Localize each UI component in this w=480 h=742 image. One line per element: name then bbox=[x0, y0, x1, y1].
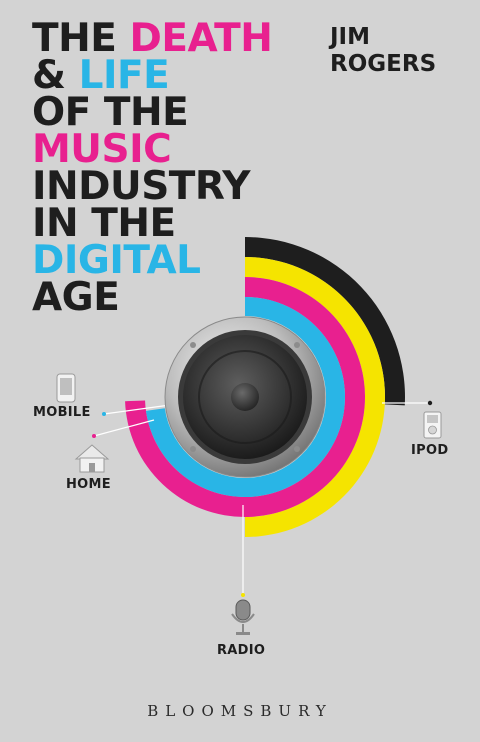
mobile-connector bbox=[103, 404, 171, 415]
title-word: IN THE bbox=[32, 201, 176, 246]
title-line: OF THE bbox=[32, 93, 272, 132]
title-word: DEATH bbox=[129, 16, 273, 61]
title-line: THE DEATH bbox=[32, 19, 273, 58]
home-dot bbox=[92, 434, 96, 438]
publisher-name: BLOOMSBURY bbox=[147, 702, 333, 720]
radio-dot bbox=[241, 593, 245, 597]
author-last-name: ROGERS bbox=[330, 51, 437, 77]
arc-yellow bbox=[245, 257, 385, 537]
title-word: INDUSTRY bbox=[32, 164, 251, 209]
speaker-icon bbox=[164, 316, 326, 478]
microphone-icon bbox=[231, 599, 255, 635]
home-label: HOME bbox=[66, 477, 111, 492]
title-word: DIGITAL bbox=[32, 238, 201, 283]
title-word: & bbox=[32, 53, 79, 98]
mobile-label: MOBILE bbox=[33, 405, 91, 420]
signal-arcs bbox=[125, 237, 405, 537]
author-first-name: JIM bbox=[330, 24, 371, 50]
ipod-icon bbox=[423, 411, 442, 439]
title-word: AGE bbox=[32, 275, 120, 320]
home-connector bbox=[93, 419, 155, 437]
title-word: THE bbox=[32, 16, 130, 61]
title-line: MUSIC bbox=[32, 130, 272, 169]
title-line: IN THE bbox=[32, 204, 272, 243]
connector-lines bbox=[93, 402, 430, 595]
book-title: THE DEATH & LIFE OF THE MUSIC INDUSTRY IN THE… bbox=[32, 19, 273, 317]
title-word: LIFE bbox=[78, 53, 170, 98]
title-word: OF THE bbox=[32, 90, 189, 135]
arc-black bbox=[245, 237, 405, 406]
ipod-dot bbox=[427, 400, 433, 406]
mobile-dot bbox=[102, 412, 106, 416]
house-icon bbox=[74, 444, 110, 473]
title-word: MUSIC bbox=[32, 127, 172, 172]
radio-label: RADIO bbox=[217, 643, 266, 658]
author-name: JIM ROGERS bbox=[330, 24, 436, 78]
ipod-label: IPOD bbox=[411, 443, 449, 458]
mobile-phone-icon bbox=[56, 373, 76, 403]
title-line: & LIFE bbox=[32, 56, 272, 95]
title-line: DIGITAL bbox=[32, 241, 272, 280]
title-line: AGE bbox=[32, 278, 272, 317]
title-line: INDUSTRY bbox=[32, 167, 272, 206]
